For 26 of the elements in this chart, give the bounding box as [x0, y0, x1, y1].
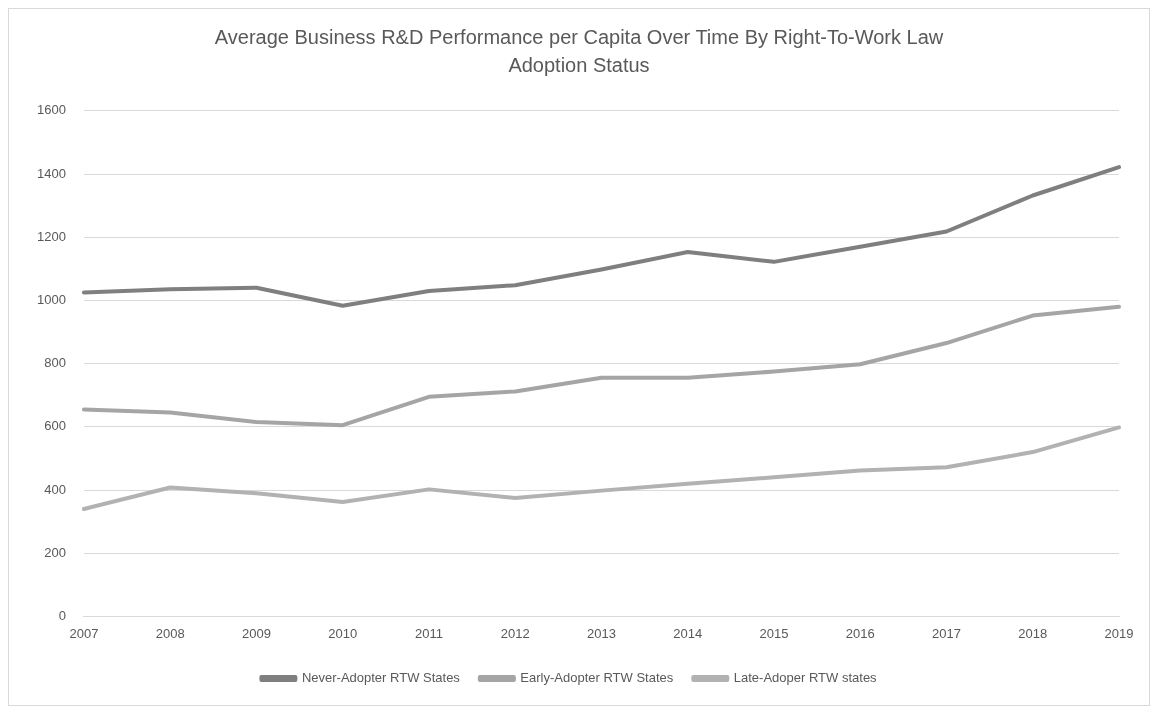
- x-tick-label: 2013: [587, 625, 616, 641]
- y-tick-label: 600: [44, 418, 66, 434]
- y-tick-label: 1200: [37, 228, 66, 244]
- x-tick-label: 2007: [69, 625, 99, 641]
- x-tick-label: 2009: [241, 625, 271, 641]
- legend-label: Early-Adopter RTW States: [520, 670, 674, 686]
- x-tick-label: 2016: [845, 625, 875, 641]
- x-tick-label: 2014: [673, 625, 703, 641]
- x-tick-label: 2018: [1018, 625, 1048, 641]
- chart-title: Average Business R&D Performance per Capita Over Time By Right-To-Work Law Adoption Status: [213, 25, 945, 78]
- legend-label: Never-Adopter RTW States: [301, 670, 461, 686]
- y-tick-label: 200: [44, 544, 66, 560]
- y-tick-label: 1000: [37, 291, 66, 307]
- y-tick-label: 0: [58, 607, 66, 623]
- x-tick-label: 2019: [1104, 625, 1134, 641]
- x-tick-label: 2008: [155, 625, 185, 641]
- x-tick-label: 2010: [328, 625, 358, 641]
- y-tick-label: 1400: [37, 165, 66, 181]
- x-tick-label: 2011: [414, 625, 443, 641]
- x-tick-label: 2012: [500, 625, 530, 641]
- x-tick-label: 2015: [759, 625, 789, 641]
- y-tick-label: 400: [44, 481, 66, 497]
- legend-label: Late-Adoper RTW states: [733, 670, 878, 686]
- x-tick-label: 2017: [932, 625, 961, 641]
- y-tick-label: 800: [44, 355, 66, 371]
- y-tick-label: 1600: [37, 102, 66, 118]
